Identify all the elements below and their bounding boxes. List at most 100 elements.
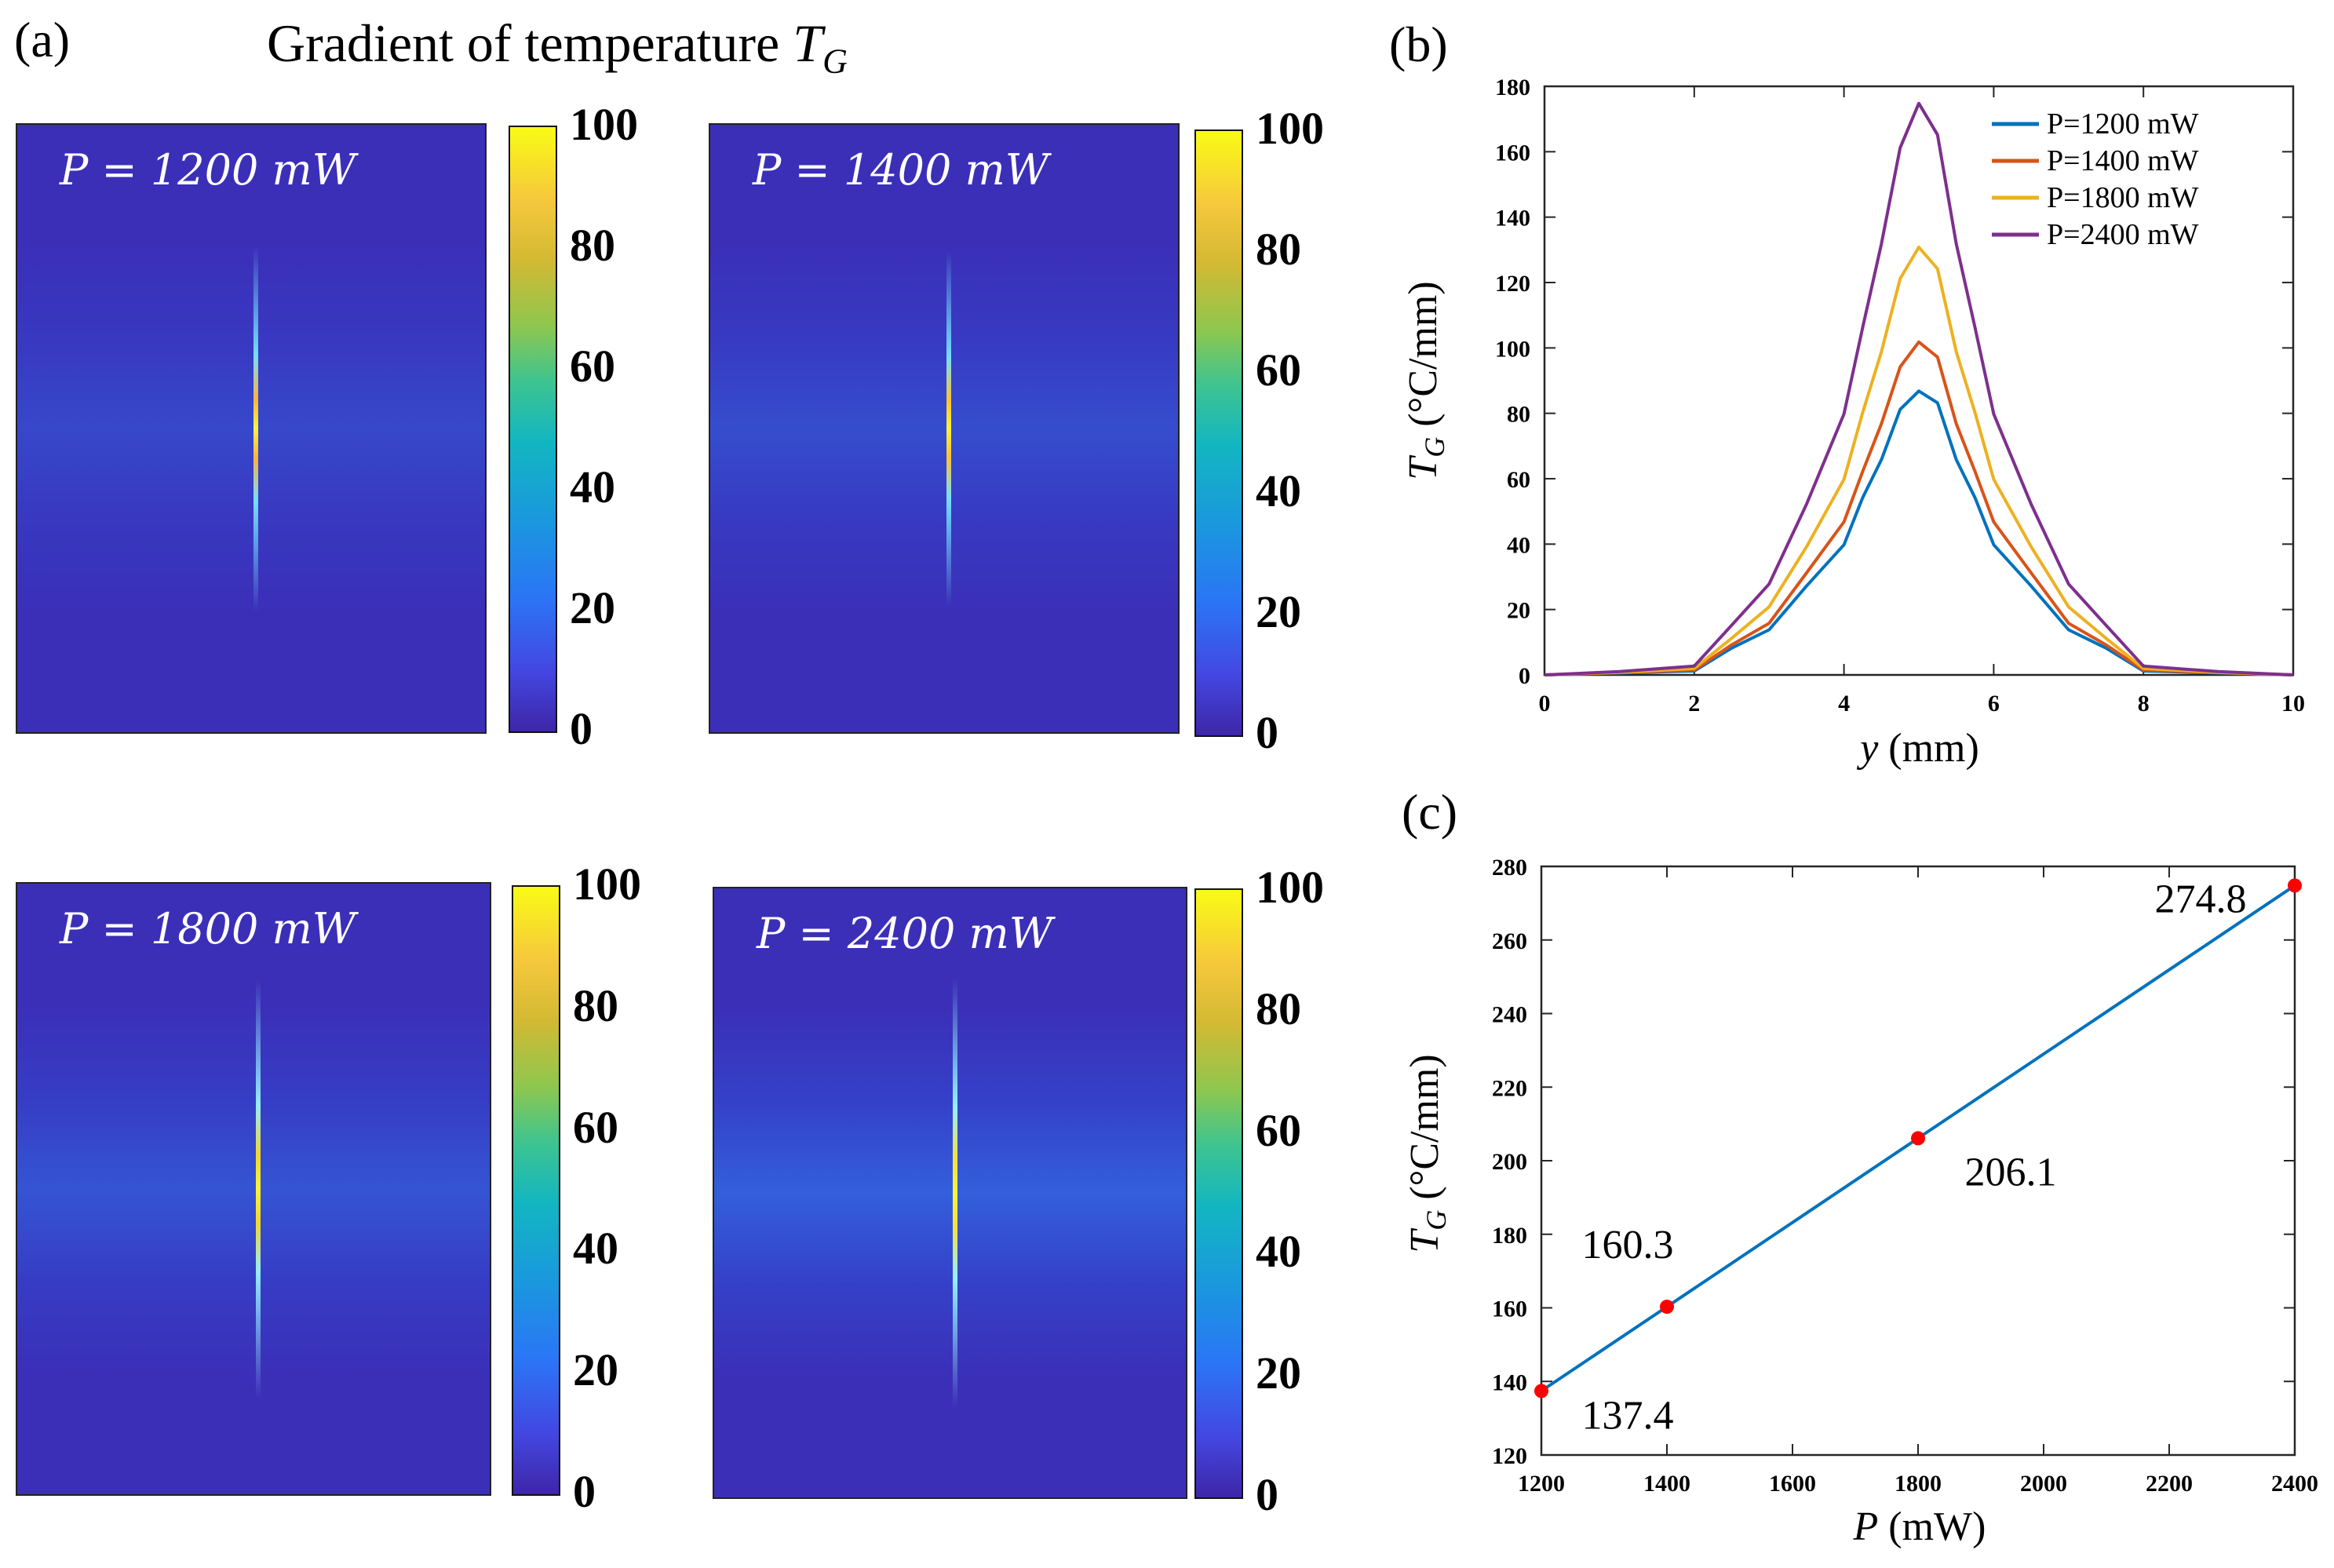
colorbar-tick-label: 80 xyxy=(1256,224,1301,275)
heatmap-label-1: P = 1200 mW xyxy=(60,145,356,195)
chart-c-ytick-label: 160 xyxy=(1492,1296,1527,1322)
chart-c-ytick-label: 140 xyxy=(1492,1369,1527,1395)
chart-c-point xyxy=(2288,878,2302,893)
colorbar-tick-label: 0 xyxy=(1256,1469,1278,1520)
chart-c-axes-frame xyxy=(1540,865,2296,1457)
chart-c-xtick-label: 2000 xyxy=(2020,1471,2067,1497)
chart-b-xtick-label: 2 xyxy=(1688,691,1700,717)
chart-c-line xyxy=(1540,884,2296,1393)
colorbar-tick-label: 20 xyxy=(1256,586,1301,637)
chart-c-ylabel-unit: (°C/mm) xyxy=(1402,1054,1447,1209)
chart-b-ytick-label: 180 xyxy=(1495,75,1530,100)
colorbar-tick-label: 100 xyxy=(1256,103,1324,154)
chart-b-ytick-label: 160 xyxy=(1495,140,1530,166)
colorbar-tick-label: 60 xyxy=(1256,1104,1301,1156)
chart-c-ytick-label: 260 xyxy=(1492,928,1527,954)
colorbar-2 xyxy=(1194,129,1243,737)
chart-c-point xyxy=(1660,1300,1674,1315)
colorbar-tick-label: 100 xyxy=(570,99,638,150)
chart-c-ylabel-var: T xyxy=(1402,1228,1447,1253)
chart-b-ytick-label: 100 xyxy=(1495,336,1530,362)
chart-c-xtick-label: 2400 xyxy=(2271,1471,2318,1497)
chart-c-plot: 1200 1400 1600 1800 2000 2200 2400 120 140 160 180… xyxy=(1402,855,2318,1549)
chart-b-series-3 xyxy=(1544,246,2294,676)
chart-b-legend-label: P=1200 mW xyxy=(2047,108,2199,140)
colorbar-tick-label: 0 xyxy=(1256,707,1278,758)
chart-b-ytick-label: 40 xyxy=(1507,532,1530,558)
heatmap-panel-3: P = 1800 mW xyxy=(16,882,491,1496)
chart-b-xtick-label: 10 xyxy=(2281,691,2305,717)
chart-b-legend-label: P=1400 mW xyxy=(2047,144,2199,177)
chart-c-ytick-label: 280 xyxy=(1492,855,1527,881)
colorbar-4 xyxy=(1194,888,1243,1499)
chart-c-ytick-label: 120 xyxy=(1492,1443,1527,1469)
chart-c-ylabel-sub: G xyxy=(1420,1210,1452,1231)
chart-b-ytick-label: 20 xyxy=(1507,598,1530,624)
panel-a-title-var: T xyxy=(793,13,823,73)
colorbar-tick-label: 20 xyxy=(573,1344,618,1396)
colorbar-tick-label: 40 xyxy=(1256,1226,1301,1278)
chart-c-ylabel: TG (°C/mm) xyxy=(1402,1054,1452,1253)
colorbar-tick-label: 20 xyxy=(1256,1347,1301,1399)
heatmap-panel-1: P = 1200 mW xyxy=(16,123,487,734)
chart-b-xtick-label: 4 xyxy=(1838,691,1850,717)
chart-c-point xyxy=(1534,1384,1548,1398)
chart-b-xtick-label: 8 xyxy=(2138,691,2150,717)
chart-b-axes-frame xyxy=(1543,85,2295,676)
chart-b-ytick-label: 80 xyxy=(1507,402,1530,428)
chart-c-ytick-label: 240 xyxy=(1492,1002,1527,1028)
chart-b-xtick-label: 6 xyxy=(1988,691,2000,717)
heatmap-panel-4: P = 2400 mW xyxy=(713,887,1187,1499)
chart-b-series-4 xyxy=(1544,101,2294,676)
chart-c-point xyxy=(1911,1131,1925,1146)
panel-a-title-sub: G xyxy=(822,42,848,81)
chart-c-xtick-label: 2200 xyxy=(2146,1471,2193,1497)
chart-b-legend-label: P=2400 mW xyxy=(2047,218,2199,251)
colorbar-1 xyxy=(509,126,557,733)
colorbar-tick-label: 40 xyxy=(573,1223,618,1274)
chart-c-data-label: 137.4 xyxy=(1582,1393,1674,1438)
heatmap-label-4: P = 2400 mW xyxy=(757,909,1053,958)
panel-a-title: Gradient of temperature TG xyxy=(267,13,848,82)
colorbar-tick-label: 0 xyxy=(573,1466,596,1517)
colorbar-tick-label: 60 xyxy=(573,1101,618,1153)
chart-c-xtick-label: 1800 xyxy=(1895,1471,1942,1497)
chart-b-xlabel-var: y xyxy=(1856,726,1879,771)
colorbar-tick-label: 60 xyxy=(1256,345,1301,396)
chart-c-xlabel-unit: (mW) xyxy=(1878,1504,1986,1549)
colorbar-tick-label: 80 xyxy=(570,220,615,271)
chart-c-data-label: 160.3 xyxy=(1582,1223,1674,1267)
chart-b-ylabel-unit: (°C/mm) xyxy=(1401,281,1446,436)
chart-b-series-1 xyxy=(1544,389,2294,676)
panel-c-label: (c) xyxy=(1402,784,1458,840)
chart-b-ytick-label: 140 xyxy=(1495,206,1530,232)
chart-c-ytick-label: 180 xyxy=(1492,1223,1527,1249)
panel-a-label: (a) xyxy=(14,12,71,67)
colorbar-tick-label: 40 xyxy=(570,461,615,512)
heatmap-streak xyxy=(256,980,261,1398)
chart-b-ylabel-sub: G xyxy=(1419,437,1450,458)
chart-c-ytick-label: 200 xyxy=(1492,1149,1527,1175)
colorbar-tick-label: 100 xyxy=(573,859,641,910)
heatmap-label-3: P = 1800 mW xyxy=(60,904,356,954)
chart-b-series-2 xyxy=(1544,340,2294,676)
chart-c-xlabel: P (mW) xyxy=(1853,1504,1986,1549)
chart-b-ytick-label: 60 xyxy=(1507,467,1530,493)
chart-b-ytick-label: 120 xyxy=(1495,271,1530,297)
chart-b-xtick-label: 0 xyxy=(1539,691,1551,717)
panel-b-label: (b) xyxy=(1389,16,1448,72)
chart-b-ylabel: TG (°C/mm) xyxy=(1401,281,1450,480)
chart-c-xtick-label: 1400 xyxy=(1643,1471,1690,1497)
chart-c-xtick-label: 1600 xyxy=(1769,1471,1816,1497)
chart-b-legend-label: P=1800 mW xyxy=(2047,181,2199,214)
chart-b-ytick-label: 0 xyxy=(1519,663,1530,689)
chart-c-data-label: 274.8 xyxy=(2155,877,2247,921)
heatmap-label-2: P = 1400 mW xyxy=(753,145,1049,195)
chart-c-data-label: 206.1 xyxy=(1965,1150,2057,1194)
heatmap-panel-2: P = 1400 mW xyxy=(709,123,1180,734)
chart-c-xtick-label: 1200 xyxy=(1518,1471,1565,1497)
colorbar-tick-label: 0 xyxy=(570,703,593,754)
colorbar-tick-label: 60 xyxy=(570,341,615,392)
heatmap-streak xyxy=(946,251,951,606)
